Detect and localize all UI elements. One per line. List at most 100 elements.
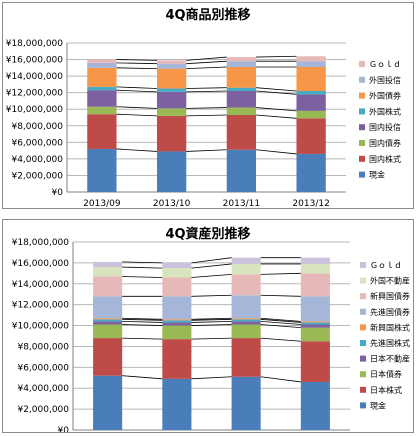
- series-connector-line: [191, 337, 232, 340]
- y-tick-label: ¥18,000,000: [6, 39, 64, 49]
- legend-label: 国内株式: [369, 154, 401, 164]
- y-tick-label: ¥6,000,000: [11, 138, 63, 148]
- series-connector-line: [191, 318, 232, 321]
- x-tick-label: 2013/12: [292, 199, 329, 208]
- legend-label: 国内債券: [369, 138, 401, 148]
- series-connector-line: [116, 148, 158, 152]
- series-connector-line: [122, 324, 163, 326]
- series-connector-line: [116, 86, 157, 89]
- legend-label: 外国投信: [369, 75, 401, 85]
- chart-panel-1: 4Q商品別推移 ¥0 ¥2,000,000 ¥4,000,000 ¥6,000,000 ¥…: [2, 2, 414, 209]
- legend-swatch: [359, 155, 365, 162]
- bar-segment: [93, 318, 123, 320]
- series-connector-line: [116, 106, 157, 109]
- bar-segment: [231, 319, 261, 322]
- bar-segment: [231, 257, 261, 264]
- y-tick-label: ¥2,000,000: [17, 405, 69, 415]
- series-connector-line: [191, 324, 232, 326]
- series-connector-line: [122, 375, 163, 380]
- bar-segment: [156, 88, 187, 92]
- series-connector-line: [191, 257, 232, 264]
- y-tick-label: ¥4,000,000: [11, 155, 63, 165]
- y-tick-label: ¥2,000,000: [11, 171, 63, 181]
- legend-swatch: [360, 324, 366, 331]
- x-tick-label: 2013/09: [83, 199, 121, 208]
- legend-label: 国内投信: [369, 122, 401, 132]
- y-tick-label: ¥10,000,000: [12, 322, 70, 332]
- bar-segment: [226, 61, 257, 68]
- bar-segment: [296, 56, 326, 62]
- bar-segment: [93, 296, 123, 319]
- series-connector-line: [122, 337, 163, 340]
- x-tick-label: 2013/10: [153, 199, 191, 208]
- bar-segment: [162, 320, 192, 323]
- legend-swatch: [359, 76, 365, 83]
- x-tick-label: 2013/11: [223, 199, 260, 208]
- bar-segment: [87, 106, 117, 115]
- legend-label: 日本不動産: [370, 354, 410, 364]
- series-connector-line: [260, 317, 301, 322]
- bar-segment: [156, 115, 187, 152]
- bar-segment: [87, 59, 117, 63]
- series-connector-line: [116, 113, 157, 117]
- series-connector-line: [186, 60, 227, 65]
- bar-segment: [300, 322, 330, 325]
- legend-swatch: [360, 308, 366, 315]
- legend-swatch: [359, 124, 365, 131]
- legend-swatch: [359, 61, 365, 67]
- series-connector-line: [256, 55, 297, 58]
- chart-title: 4Q商品別推移: [165, 7, 250, 23]
- bar-segment: [93, 324, 123, 339]
- legend-swatch: [359, 108, 365, 115]
- y-tick-label: ¥0: [58, 426, 70, 432]
- legend-label: Ｇｏｌｄ: [369, 60, 401, 69]
- bar-segment: [87, 114, 117, 149]
- legend-swatch: [359, 140, 365, 146]
- series-connector-line: [186, 90, 227, 93]
- bar-segment: [296, 94, 326, 111]
- y-tick-label: ¥12,000,000: [12, 301, 70, 311]
- bar-segment: [231, 321, 261, 325]
- bar-segment: [296, 118, 326, 154]
- series-connector-line: [191, 317, 232, 320]
- legend-swatch: [360, 371, 366, 378]
- legend-swatch: [359, 171, 365, 178]
- bar-segment: [156, 151, 187, 192]
- series-connector-line: [255, 87, 297, 92]
- series-connector-line: [122, 266, 163, 269]
- series-connector-line: [260, 376, 301, 383]
- bar-segment: [162, 378, 192, 430]
- series-connector-line: [260, 320, 301, 325]
- legend-swatch: [360, 293, 366, 300]
- bar-segment: [296, 61, 326, 68]
- series-connector-line: [260, 337, 301, 342]
- bar-segment: [226, 149, 257, 192]
- legend-label: 外国債券: [369, 91, 401, 101]
- series-connector-line: [191, 376, 232, 380]
- series-connector-line: [255, 114, 297, 119]
- bar-segment: [87, 90, 117, 107]
- y-tick-label: ¥14,000,000: [6, 72, 64, 82]
- bar-segment: [93, 375, 123, 430]
- series-connector-line: [122, 261, 163, 264]
- chart-title: 4Q資産別推移: [165, 226, 250, 242]
- legend-label: 現金: [369, 170, 385, 180]
- bar-segment: [93, 267, 123, 277]
- y-tick-label: ¥6,000,000: [17, 363, 69, 373]
- series-connector-line: [255, 90, 297, 95]
- y-tick-label: ¥0: [52, 188, 64, 198]
- bar-segment: [87, 148, 117, 192]
- bar-segment: [93, 319, 123, 322]
- bar-segment: [87, 62, 117, 68]
- bar-segment: [296, 153, 326, 192]
- bar-segment: [162, 322, 192, 326]
- bar-segment: [93, 321, 123, 325]
- bar-segment: [93, 338, 123, 376]
- bar-segment: [226, 87, 257, 92]
- bar-segment: [162, 325, 192, 340]
- bar-segment: [156, 68, 187, 89]
- series-connector-line: [116, 59, 157, 61]
- series-connector-line: [191, 320, 232, 323]
- legend-label: 新興国債券: [370, 291, 410, 301]
- series-connector-line: [122, 320, 163, 323]
